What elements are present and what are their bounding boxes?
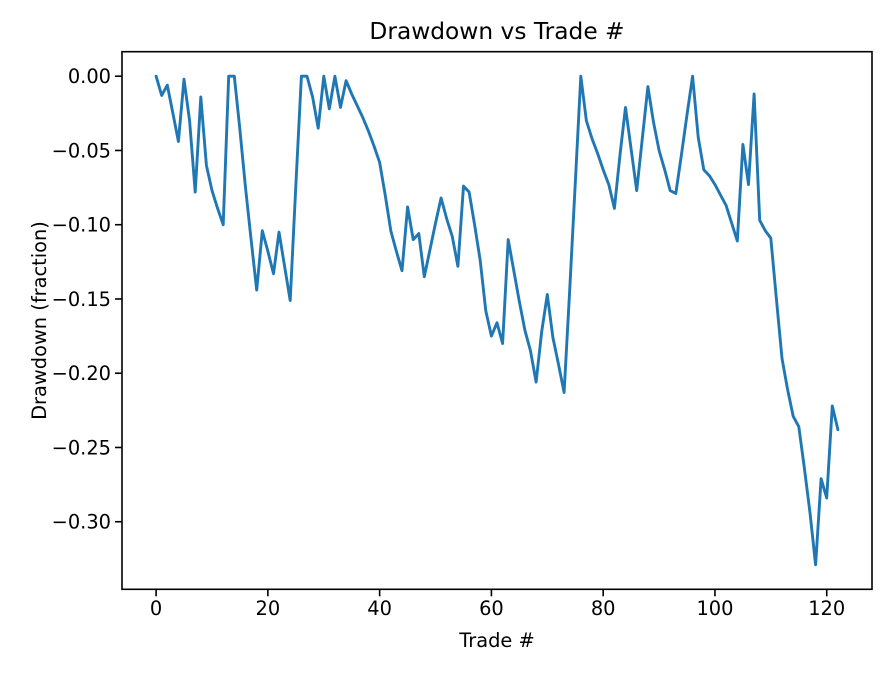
- x-tick-label: 0: [150, 597, 162, 620]
- y-tick-label: −0.10: [52, 214, 111, 237]
- y-tick-label: −0.05: [52, 139, 111, 162]
- y-tick-label: −0.20: [52, 362, 111, 385]
- x-tick-label: 80: [591, 597, 616, 620]
- y-tick-label: −0.15: [52, 288, 111, 311]
- x-axis-ticks: 0 20 40 60 80 100 120: [150, 589, 845, 620]
- x-axis-label: Trade #: [458, 629, 535, 652]
- y-axis-label: Drawdown (fraction): [28, 221, 51, 420]
- x-tick-label: 100: [696, 597, 733, 620]
- x-tick-label: 120: [808, 597, 845, 620]
- chart-title: Drawdown vs Trade #: [369, 18, 624, 45]
- y-tick-label: −0.25: [52, 436, 111, 459]
- axes-spines: [121, 50, 873, 591]
- y-tick-label: −0.30: [52, 511, 111, 534]
- x-tick-label: 40: [367, 597, 392, 620]
- y-tick-label: 0.00: [68, 65, 111, 88]
- drawdown-series-line: [154, 74, 840, 567]
- plot-area: [122, 51, 872, 590]
- y-axis-ticks: 0.00 −0.05 −0.10 −0.15 −0.20 −0.25 −0.30: [52, 65, 122, 534]
- x-tick-label: 20: [256, 597, 281, 620]
- x-tick-label: 60: [479, 597, 504, 620]
